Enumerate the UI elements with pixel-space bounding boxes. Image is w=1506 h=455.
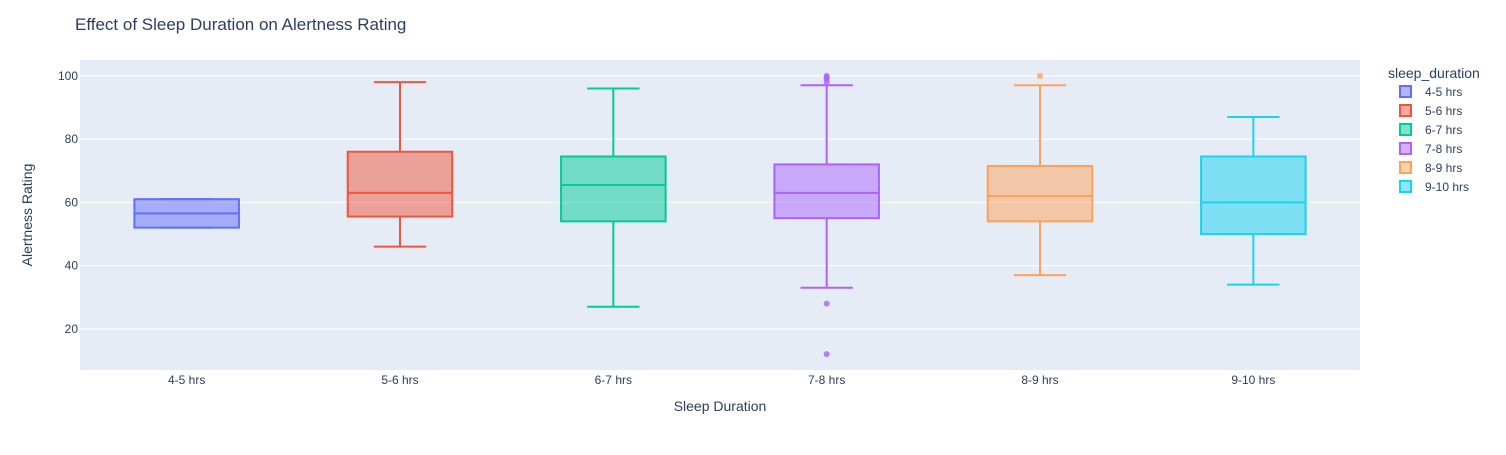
legend-swatch bbox=[1399, 104, 1412, 117]
legend-items: 4-5 hrs 5-6 hrs 6-7 hrs 7-8 hrs 8-9 hrs 9-10 … bbox=[1399, 85, 1469, 194]
box-trace bbox=[133, 198, 240, 229]
chart-title: Effect of Sleep Duration on Alertness Ra… bbox=[75, 15, 406, 34]
legend-item[interactable]: 9-10 hrs bbox=[1399, 180, 1469, 194]
plot-background bbox=[80, 60, 1360, 370]
box-trace bbox=[560, 87, 667, 308]
x-axis-label: Sleep Duration bbox=[674, 398, 767, 414]
x-tick-label: 8-9 hrs bbox=[1021, 373, 1058, 387]
outlier-point bbox=[823, 351, 830, 358]
y-tick-label: 20 bbox=[65, 322, 79, 336]
legend-label: 9-10 hrs bbox=[1425, 180, 1469, 194]
y-tick-label: 80 bbox=[65, 132, 79, 146]
x-tick-label: 9-10 hrs bbox=[1231, 373, 1275, 387]
legend-label: 5-6 hrs bbox=[1425, 104, 1462, 118]
legend[interactable]: sleep_duration 4-5 hrs 5-6 hrs 6-7 hrs 7-8 … bbox=[1388, 65, 1480, 194]
y-tick-label: 100 bbox=[58, 69, 78, 83]
legend-item[interactable]: 8-9 hrs bbox=[1399, 161, 1462, 175]
x-tick-labels: 4-5 hrs 5-6 hrs 6-7 hrs 7-8 hrs 8-9 hrs 9-10 … bbox=[168, 373, 1275, 387]
grid-lines bbox=[80, 75, 1360, 330]
y-axis-label: Alertness Rating bbox=[19, 164, 35, 267]
outlier-point bbox=[1037, 72, 1043, 79]
box-iqr bbox=[773, 163, 880, 220]
box-iqr bbox=[346, 150, 454, 218]
y-tick-labels: 20 40 60 80 100 bbox=[58, 69, 78, 336]
legend-label: 8-9 hrs bbox=[1425, 161, 1462, 175]
boxes-layer bbox=[133, 72, 1307, 358]
legend-label: 6-7 hrs bbox=[1425, 123, 1462, 137]
box-iqr bbox=[560, 155, 667, 223]
legend-swatch bbox=[1399, 123, 1412, 136]
x-tick-label: 5-6 hrs bbox=[381, 373, 418, 387]
legend-item[interactable]: 6-7 hrs bbox=[1399, 123, 1462, 137]
box-iqr bbox=[986, 164, 1094, 223]
legend-title: sleep_duration bbox=[1388, 65, 1480, 81]
y-tick-label: 60 bbox=[65, 195, 79, 209]
legend-swatch bbox=[1399, 142, 1412, 155]
x-tick-label: 7-8 hrs bbox=[808, 373, 845, 387]
y-tick-label: 40 bbox=[65, 259, 79, 273]
box-trace bbox=[1200, 115, 1307, 286]
legend-label: 7-8 hrs bbox=[1425, 142, 1462, 156]
outlier-point bbox=[823, 72, 830, 79]
legend-swatch bbox=[1399, 180, 1412, 193]
legend-item[interactable]: 7-8 hrs bbox=[1399, 142, 1462, 156]
legend-item[interactable]: 4-5 hrs bbox=[1399, 85, 1462, 99]
box-iqr bbox=[1200, 155, 1307, 235]
outlier-point bbox=[823, 300, 830, 307]
box-trace bbox=[346, 81, 454, 248]
x-tick-label: 6-7 hrs bbox=[595, 373, 632, 387]
box-trace bbox=[773, 72, 880, 358]
legend-swatch bbox=[1399, 85, 1412, 98]
legend-swatch bbox=[1399, 161, 1412, 174]
legend-item[interactable]: 5-6 hrs bbox=[1399, 104, 1462, 118]
box-trace bbox=[986, 72, 1094, 277]
legend-label: 4-5 hrs bbox=[1425, 85, 1462, 99]
x-tick-label: 4-5 hrs bbox=[168, 373, 205, 387]
